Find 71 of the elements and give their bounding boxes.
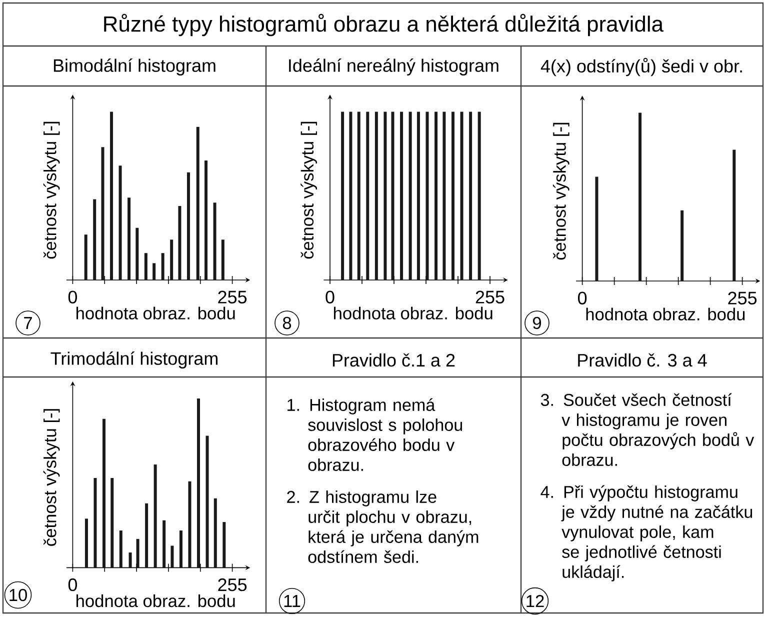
bar (178, 206, 182, 280)
text: 3. Součet všech četností v histogramu je roven počtu obrazových bodů v obrazu. (540, 393, 754, 466)
bar (93, 199, 96, 280)
y-axis-title: četnost výskytu [-] (552, 122, 570, 260)
bar (136, 228, 139, 280)
bar (145, 503, 148, 568)
bar (110, 478, 114, 568)
text: 9 (533, 316, 542, 330)
bar (84, 518, 88, 568)
bar (152, 263, 156, 280)
bar (144, 253, 148, 280)
bar (680, 210, 684, 281)
x-tick-label: 255 (218, 578, 247, 592)
x-axis-title: hodnota obraz. bodu (586, 308, 745, 320)
x-tick-label: 0 (68, 578, 77, 592)
x-tick-label: 0 (68, 290, 77, 304)
bar (732, 150, 736, 281)
text: 12 (526, 594, 544, 608)
text: Různé typy histogramů obrazu a některá důležitá pravidla (104, 14, 664, 36)
text: 2. Z histogramu lze určit plochu v obrazu, která je určena daným odstínem šedi. (287, 490, 478, 563)
text: 10 (10, 588, 27, 602)
text: 1. Histogram nemá souvislost s polohou obrazového bodu v obrazu. (288, 398, 462, 471)
bar (638, 112, 642, 281)
bar (206, 436, 209, 568)
text: Pravidlo č. 3 a 4 (578, 353, 707, 367)
text: 4. Při výpočtu histogramu je vždy nutné na začátku vynulovat pole, kam se jednotlivé četnosti ukládají. (540, 485, 752, 582)
y-axis-title: četnost výskytu [-] (43, 122, 60, 259)
bar (119, 530, 122, 568)
bar (186, 172, 190, 280)
bar (118, 166, 122, 280)
x-tick-label: 255 (728, 292, 757, 304)
chart-title: Ideální nereálný histogram (289, 58, 498, 76)
bar (128, 552, 132, 568)
bar (84, 234, 88, 280)
x-tick-label: 255 (476, 290, 504, 304)
bar (101, 147, 104, 280)
bar (595, 176, 598, 281)
bar (162, 520, 166, 568)
x-axis-title: hodnota obraz. bodu (76, 594, 235, 608)
chart-title: 4(x) odstíny(ů) šedi v obr. (540, 58, 742, 76)
y-axis-title: četnost výskytu [-] (43, 409, 60, 546)
bar (161, 253, 164, 280)
bar (196, 126, 200, 280)
bar (222, 522, 226, 568)
x-tick-label: 0 (326, 290, 334, 304)
text: Pravidlo č.1 a 2 (332, 353, 455, 367)
bar (188, 481, 192, 568)
x-axis-title: hodnota obraz. bodu (76, 306, 235, 320)
bar (170, 240, 174, 280)
bar (213, 202, 216, 280)
bar (170, 546, 174, 568)
x-axis-title: hodnota obraz. bodu (334, 306, 492, 320)
bar (128, 198, 131, 280)
y-axis-title: četnost výskytu [-] (300, 122, 318, 259)
bar (136, 538, 140, 568)
chart-title: Trimodální histogram (50, 352, 218, 368)
x-tick-label: 255 (218, 290, 247, 304)
bar (154, 464, 157, 568)
bar (214, 498, 217, 568)
bar (204, 160, 208, 280)
text: 7 (24, 317, 32, 329)
bar (102, 418, 106, 568)
text: 11 (284, 595, 300, 607)
bar (110, 112, 114, 280)
chart-subtitle: Bimodální histogram (54, 58, 216, 76)
bar (221, 240, 224, 280)
bar (197, 398, 200, 568)
bar (94, 478, 97, 568)
x-tick-label: 0 (578, 292, 587, 304)
bar (179, 530, 182, 568)
text: 8 (282, 316, 292, 330)
